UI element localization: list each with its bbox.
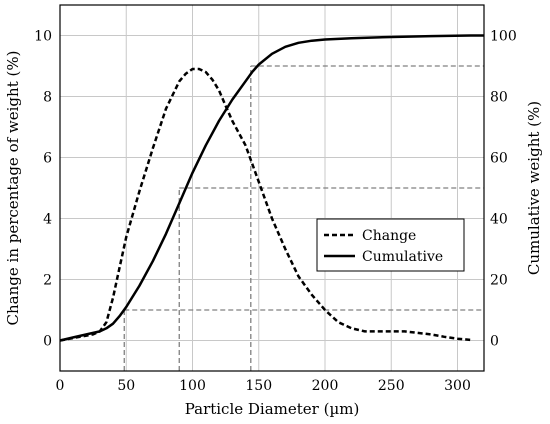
y-tick-label-left: 2 (43, 273, 52, 289)
series-line-change (59, 67, 471, 342)
y-tick-label-right: 100 (490, 29, 517, 45)
legend-label-change: Change (362, 228, 416, 244)
x-tick-label: 50 (117, 378, 135, 394)
y-tick-label-right: 80 (490, 90, 508, 106)
y-axis-label-right: Cumulative weight (%) (525, 101, 543, 275)
x-axis-label: Particle Diameter (µm) (185, 400, 360, 418)
legend-label-cumulative: Cumulative (362, 249, 443, 265)
x-tick-label: 150 (245, 378, 272, 394)
y-tick-label-left: 6 (43, 151, 52, 167)
x-tick-label: 200 (312, 378, 339, 394)
plot-frame (59, 4, 485, 372)
y-tick-label-left: 4 (43, 212, 52, 228)
y-tick-label-right: 60 (490, 151, 508, 167)
y-tick-label-right: 0 (490, 334, 499, 350)
y-axis-label-left: Change in percentage of weight (%) (4, 51, 22, 326)
y-tick-label-left: 0 (43, 334, 52, 350)
legend: Change Cumulative (316, 218, 465, 272)
x-tick-label: 0 (56, 378, 65, 394)
y-tick-label-left: 10 (34, 29, 52, 45)
legend-box (316, 218, 465, 272)
series-line-cumulative (59, 34, 484, 342)
reference-lines (123, 65, 484, 371)
y-tick-label-right: 40 (490, 212, 508, 228)
series-layer (59, 34, 484, 342)
x-tick-label: 250 (378, 378, 405, 394)
y-tick-label-right: 20 (490, 273, 508, 289)
x-tick-label: 300 (444, 378, 471, 394)
y-tick-label-left: 8 (43, 90, 52, 106)
x-tick-label: 100 (179, 378, 206, 394)
